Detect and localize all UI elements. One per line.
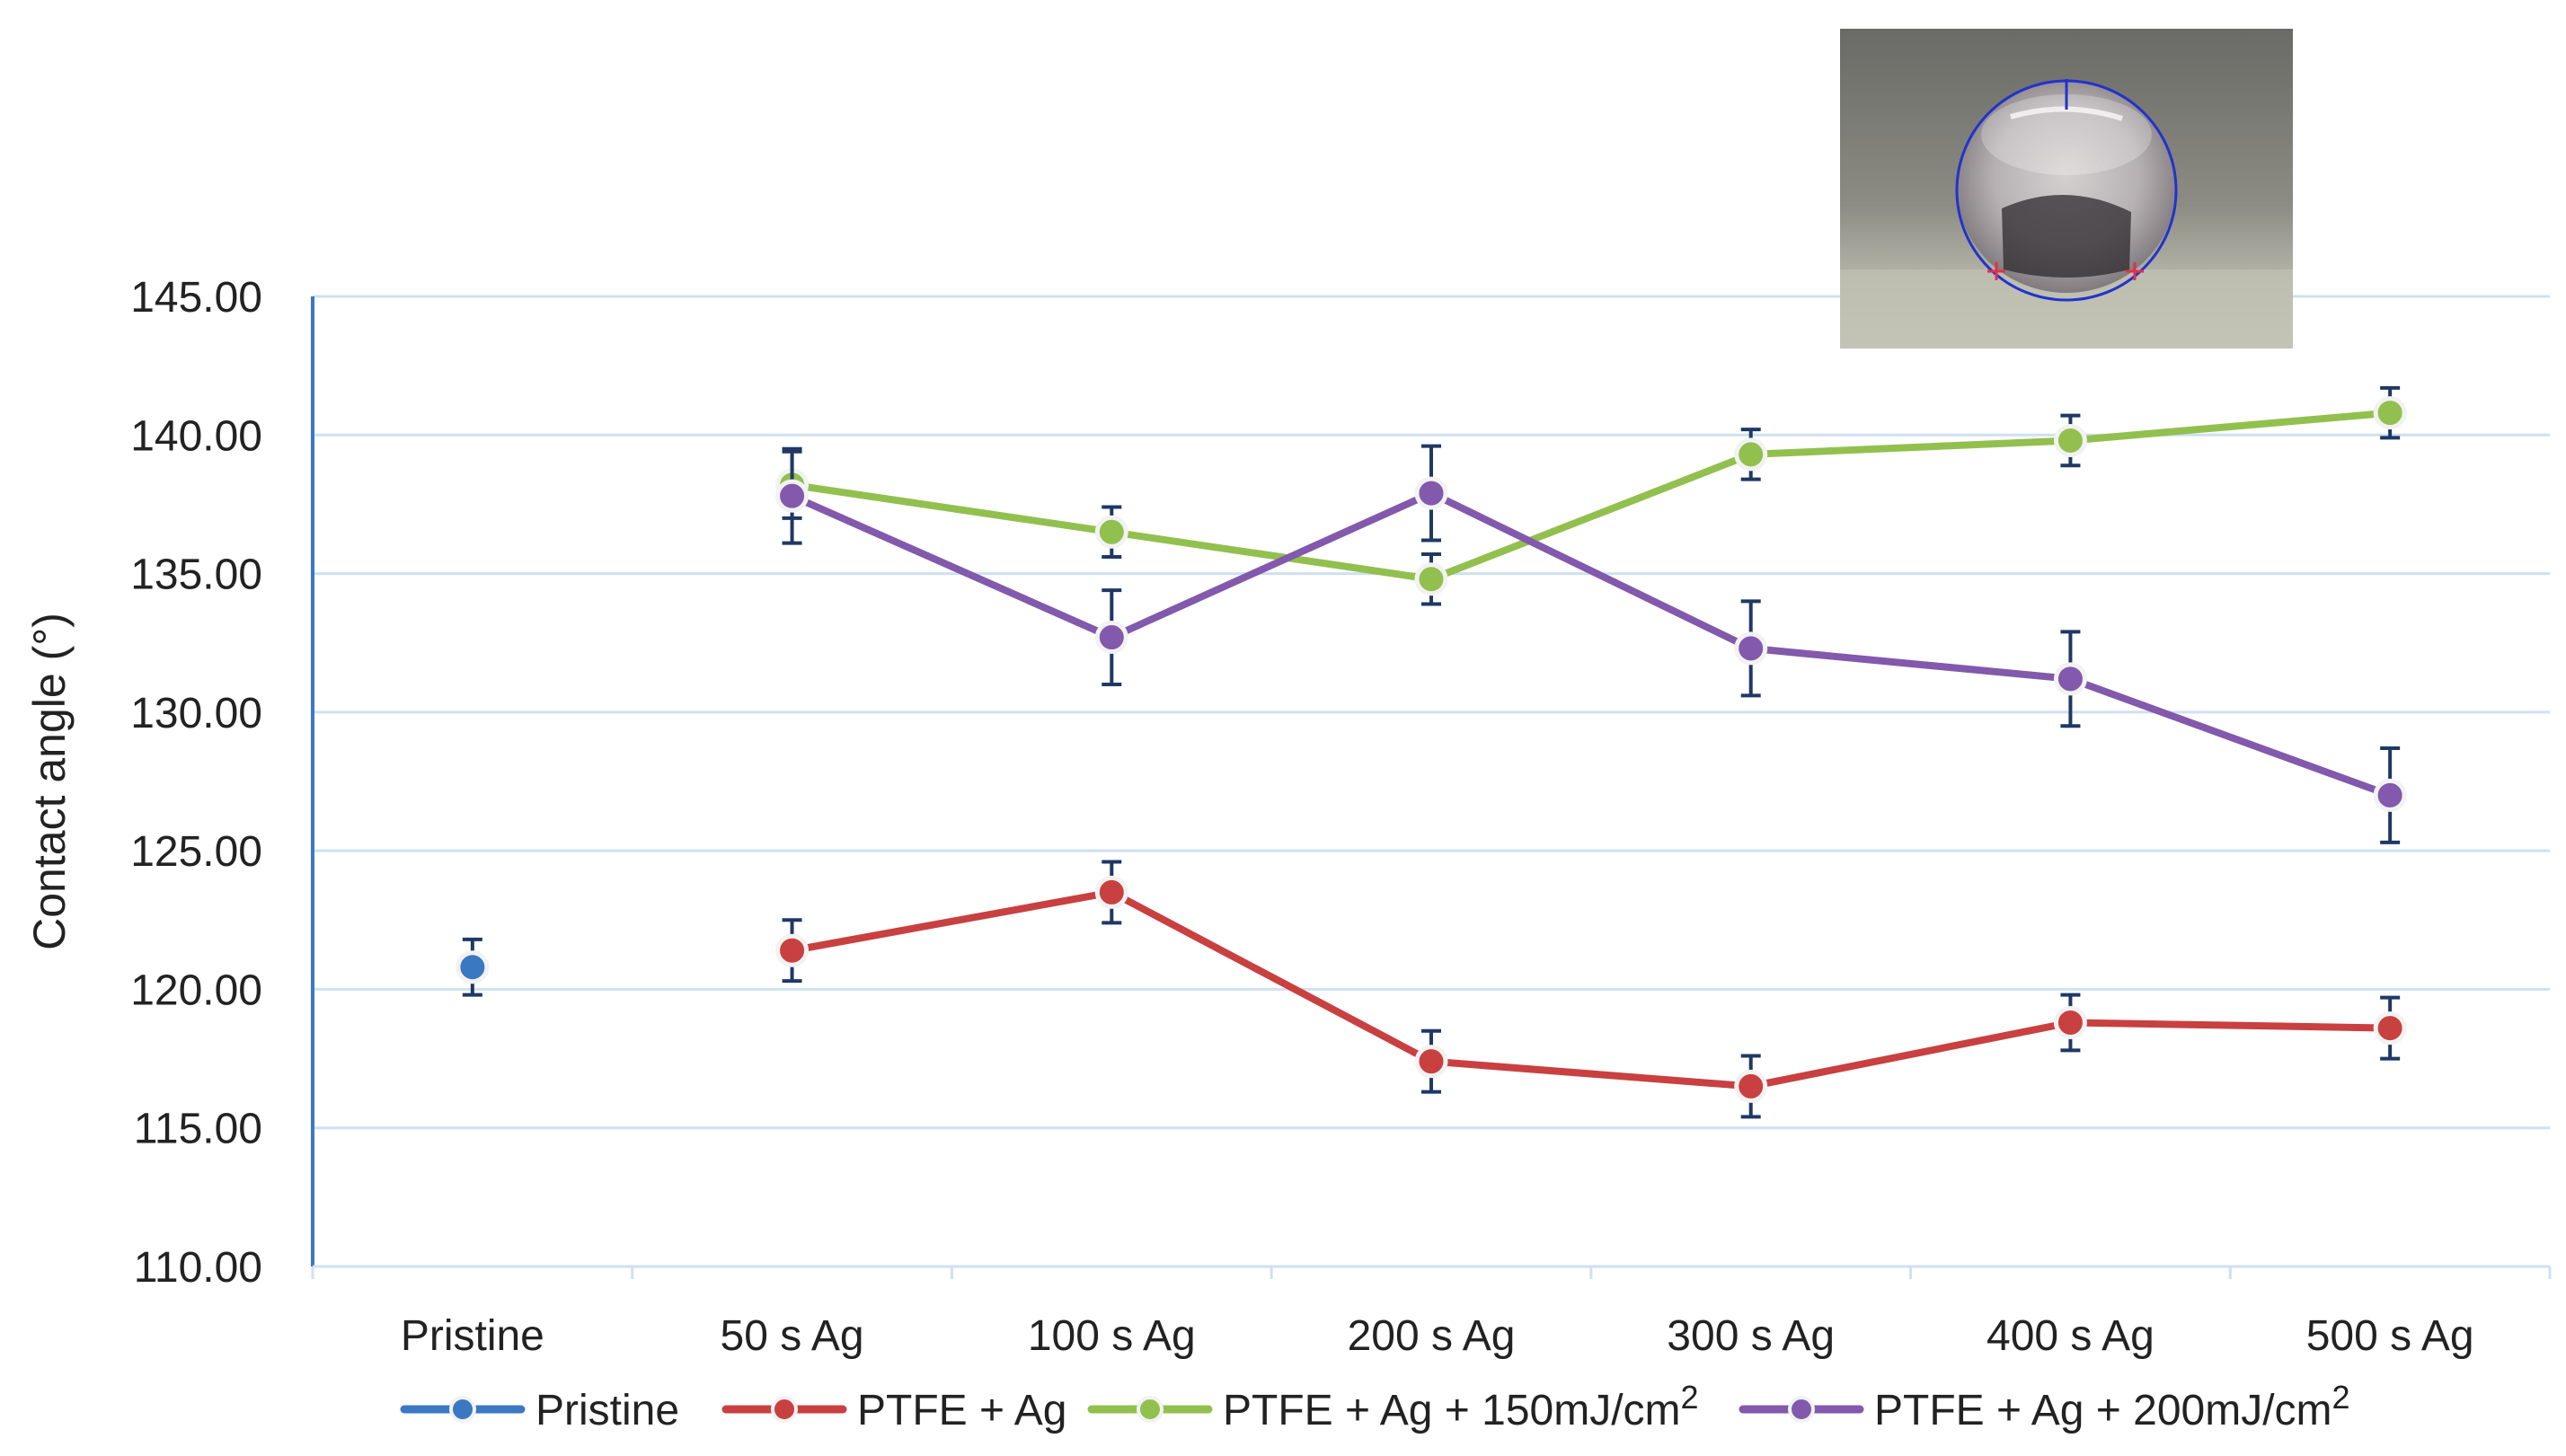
legend-label-text: PTFE + Ag + 200mJ/cm (1874, 1387, 2332, 1434)
data-point (1094, 515, 1128, 549)
legend-item: PTFE + Ag (721, 1387, 1066, 1434)
data-point (1734, 437, 1768, 472)
series-line (788, 409, 2394, 583)
legend-item: PTFE + Ag + 200mJ/cm2 (1739, 1379, 2350, 1434)
series-line (788, 490, 2394, 799)
series-ptfe-ag-150mj-cm2 (775, 385, 2407, 606)
series-ptfe-ag-200mj-cm2 (775, 444, 2407, 844)
data-point (1414, 1045, 1448, 1079)
x-tick-label: Pristine (401, 1312, 544, 1360)
gridlines (313, 295, 2550, 1130)
y-tick-label: 120.00 (130, 966, 262, 1014)
x-axis-tick-labels: Pristine 50 s Ag 100 s Ag 200 s Ag 300 s Ag 4… (401, 1312, 2474, 1360)
y-tick-label: 140.00 (130, 412, 262, 460)
data-point (1414, 562, 1448, 596)
legend-label-superscript: 2 (1681, 1379, 1699, 1416)
data-point (1734, 631, 1768, 666)
water-droplet-photo-icon (1840, 29, 2293, 349)
series-line (788, 888, 2394, 1090)
legend-marker (1137, 1396, 1164, 1423)
data-point (2053, 662, 2087, 696)
y-tick-label: 110.00 (134, 1244, 262, 1292)
x-tick-label: 300 s Ag (1667, 1312, 1835, 1360)
data-point (2373, 1011, 2407, 1046)
legend-marker (1788, 1396, 1815, 1423)
data-point (2373, 778, 2407, 812)
axes (311, 296, 2552, 1279)
y-tick-label: 145.00 (130, 274, 262, 322)
series-ptfe-ag (775, 860, 2407, 1119)
data-point (2053, 423, 2087, 457)
legend-label-text: Pristine (535, 1387, 679, 1434)
data-point (2373, 396, 2407, 430)
y-axis-label: Contact angle (°) (24, 613, 75, 950)
y-tick-label: 135.00 (130, 552, 262, 599)
x-tick-label: 500 s Ag (2306, 1312, 2474, 1360)
data-point (775, 479, 810, 513)
y-tick-label: 115.00 (134, 1106, 262, 1153)
legend-item: PTFE + Ag + 150mJ/cm2 (1087, 1379, 1699, 1434)
legend-label-superscript: 2 (2332, 1379, 2350, 1416)
data-point (1414, 476, 1448, 510)
data-point (2053, 1005, 2087, 1039)
legend-label-text: PTFE + Ag + 150mJ/cm (1223, 1387, 1681, 1434)
y-axis-tick-labels: 110.00 115.00 120.00 125.00 130.00 135.00 140.… (130, 274, 262, 1292)
data-point (1734, 1069, 1768, 1103)
legend-label: PTFE + Ag + 150mJ/cm2 (1223, 1379, 1699, 1434)
legend-label: Pristine (535, 1387, 679, 1434)
data-point (1094, 875, 1128, 909)
x-tick-label: 400 s Ag (1986, 1312, 2155, 1360)
data-series (456, 385, 2407, 1119)
data-point (456, 950, 490, 984)
series-pristine (456, 937, 490, 997)
y-tick-label: 125.00 (130, 828, 262, 876)
data-point (1094, 621, 1128, 655)
x-tick-label: 200 s Ag (1348, 1312, 1516, 1360)
legend-marker (449, 1396, 476, 1423)
x-tick-label: 50 s Ag (721, 1312, 864, 1360)
legend-label-text: PTFE + Ag (857, 1387, 1066, 1434)
x-tick-label: 100 s Ag (1028, 1312, 1196, 1360)
legend: Pristine PTFE + Ag PTFE + Ag + 150mJ/cm2 PT… (400, 1379, 2350, 1434)
legend-label: PTFE + Ag (857, 1387, 1066, 1434)
y-tick-label: 130.00 (130, 690, 262, 737)
legend-label: PTFE + Ag + 200mJ/cm2 (1874, 1379, 2350, 1434)
legend-marker (771, 1396, 798, 1423)
data-point (775, 933, 810, 967)
legend-item: Pristine (400, 1387, 679, 1434)
